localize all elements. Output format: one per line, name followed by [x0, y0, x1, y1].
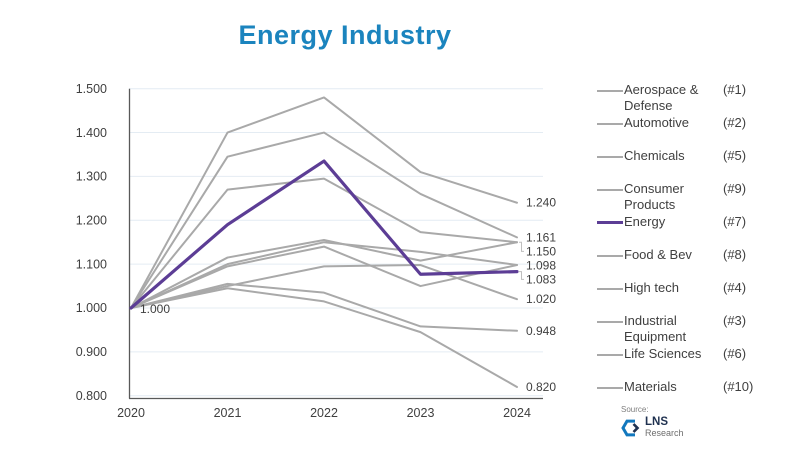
y-axis-tick-label: 0.900 — [76, 345, 107, 359]
legend-rank: (#7) — [723, 214, 747, 229]
y-axis-tick-label: 0.800 — [76, 389, 107, 403]
legend-label: Automotive — [624, 115, 690, 130]
legend-rank: (#3) — [723, 313, 747, 328]
y-axis-tick-label: 1.400 — [76, 126, 107, 140]
end-data-label: 1.161 — [526, 230, 556, 244]
legend-item-industrial-equipment: Industrial Equipment (#3) — [597, 313, 795, 346]
lns-hexagon-logo-icon — [621, 419, 640, 436]
legend-label: Food & Bev — [624, 247, 692, 262]
end-data-label: 1.020 — [526, 292, 556, 306]
end-data-label: 1.083 — [526, 272, 556, 286]
y-axis-tick-label: 1.200 — [76, 213, 107, 227]
legend-rank: (#1) — [723, 82, 747, 97]
legend-item-materials: Materials (#10) — [597, 379, 795, 412]
legend-item-high-tech: High tech (#4) — [597, 280, 795, 313]
series-line-materials — [130, 287, 518, 388]
legend-label: Chemicals — [624, 148, 685, 163]
legend-swatch — [597, 321, 623, 323]
series-line-food-bev — [130, 264, 518, 309]
end-data-label: 1.098 — [526, 258, 556, 272]
source-org-sub: Research — [645, 428, 684, 438]
x-axis-tick-label: 2023 — [407, 406, 435, 420]
legend-rank: (#2) — [723, 115, 747, 130]
x-axis-tick-label: 2021 — [214, 406, 242, 420]
source-label: Source: — [621, 405, 649, 414]
legend-item-automotive: Automotive (#2) — [597, 115, 795, 148]
series-line-chemicals — [130, 241, 518, 309]
series-line-consumer-products — [130, 282, 518, 332]
legend-rank: (#10) — [723, 379, 754, 394]
legend-swatch — [597, 189, 623, 191]
legend-swatch — [597, 288, 623, 290]
legend-rank: (#8) — [723, 247, 747, 262]
legend-label: Energy — [624, 214, 666, 229]
legend-item-chemicals: Chemicals (#5) — [597, 148, 795, 181]
legend-rank: (#5) — [723, 148, 747, 163]
series-line-automotive — [130, 131, 518, 309]
legend-swatch — [597, 90, 623, 92]
legend-rank: (#6) — [723, 346, 747, 361]
x-axis-tick-label: 2024 — [503, 406, 531, 420]
legend-swatch — [597, 387, 623, 389]
series-line-aerospace-defense — [130, 96, 518, 309]
source-block: Source: LNS Research — [621, 405, 684, 438]
legend-swatch — [597, 156, 623, 158]
legend-rank: (#9) — [723, 181, 747, 196]
legend-item-food-bev: Food & Bev (#8) — [597, 247, 795, 280]
y-axis-tick-label: 1.100 — [76, 257, 107, 271]
end-data-label: 1.240 — [526, 196, 556, 210]
start-data-label: 1.000 — [140, 302, 170, 316]
label-leader-line — [519, 271, 524, 280]
legend-item-life-sciences: Life Sciences (#6) — [597, 346, 795, 379]
y-axis-tick-label: 1.300 — [76, 170, 107, 184]
x-axis-tick-label: 2022 — [310, 406, 338, 420]
legend-label: Consumer Products — [624, 181, 684, 212]
legend-label: High tech — [624, 280, 679, 295]
legend-rank: (#4) — [723, 280, 747, 295]
legend-swatch — [597, 354, 623, 356]
end-data-label: 1.150 — [526, 244, 556, 258]
chart-title: Energy Industry — [238, 20, 452, 50]
legend-item-aerospace-defense: Aerospace & Defense (#1) — [597, 82, 795, 115]
series-line-energy — [129, 159, 519, 310]
series-line-high-tech — [130, 239, 518, 309]
legend-item-consumer-products: Consumer Products (#9) — [597, 181, 795, 214]
chart-legend: Aerospace & Defense (#1) Automotive (#2) Che… — [597, 82, 795, 412]
legend-swatch — [597, 255, 623, 257]
end-data-label: 0.820 — [526, 380, 556, 394]
source-org: LNS — [645, 416, 668, 428]
end-data-label: 0.948 — [526, 324, 556, 338]
y-axis-tick-label: 1.000 — [76, 301, 107, 315]
x-axis-tick-label: 2020 — [117, 406, 145, 420]
label-leader-line — [519, 241, 524, 252]
y-axis-tick-label: 1.500 — [76, 82, 107, 96]
series-line-industrial-equipment — [130, 177, 518, 309]
legend-swatch — [597, 123, 623, 125]
legend-label: Materials — [624, 379, 677, 394]
legend-label: Aerospace & Defense — [624, 82, 699, 113]
legend-label: Industrial Equipment — [624, 313, 687, 344]
legend-swatch — [597, 221, 623, 224]
legend-item-energy: Energy (#7) — [597, 214, 795, 247]
series-line-life-sciences — [130, 245, 518, 309]
legend-label: Life Sciences — [624, 346, 702, 361]
